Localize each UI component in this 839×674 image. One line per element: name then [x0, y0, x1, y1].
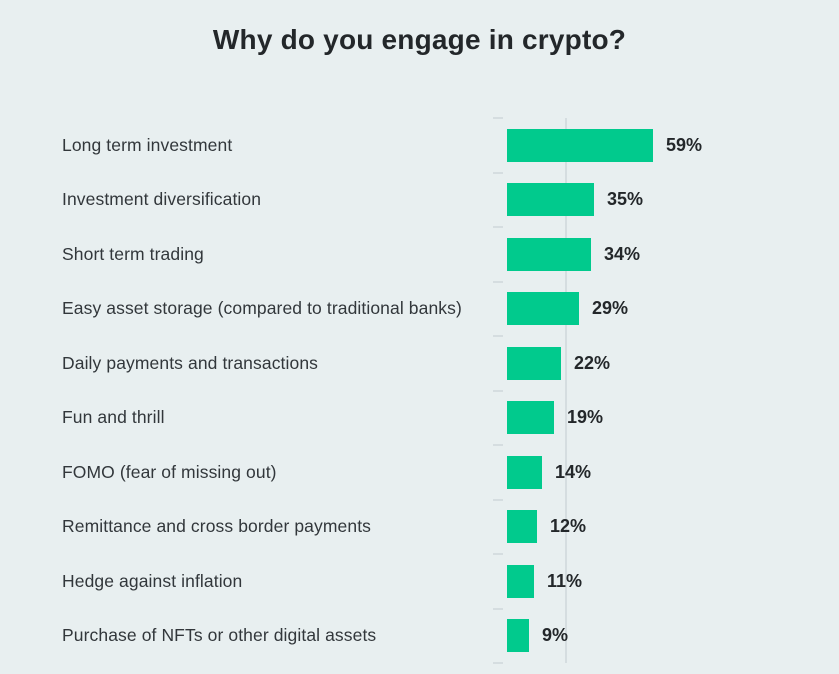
value-label: 14% [555, 461, 592, 482]
value-label: 12% [550, 516, 587, 537]
chart-row: Fun and thrill 19% [0, 389, 839, 446]
chart-row: Daily payments and transactions 22% [0, 335, 839, 391]
bar [507, 346, 561, 380]
chart-row: Long term investment 59% [0, 117, 839, 173]
value-label: 35% [607, 189, 644, 210]
chart-row: Purchase of NFTs or other digital assets… [0, 607, 839, 664]
bar-cell: 14% [493, 444, 839, 500]
bar [507, 292, 579, 326]
category-label: Remittance and cross border payments [62, 516, 372, 537]
bar-cell: 35% [493, 171, 839, 228]
chart-row: Investment diversification 35% [0, 171, 839, 228]
bar [507, 401, 554, 435]
bar [507, 183, 594, 217]
chart-row: Short term trading 34% [0, 226, 839, 282]
bar [507, 128, 653, 162]
category-label: Hedge against inflation [62, 570, 243, 591]
bar-cell: 9% [493, 607, 839, 664]
value-label: 19% [567, 407, 604, 428]
value-label: 34% [604, 243, 641, 264]
bar-cell: 22% [493, 335, 839, 391]
value-label: 9% [542, 625, 569, 646]
bar-cell: 19% [493, 389, 839, 446]
category-label: Purchase of NFTs or other digital assets [62, 625, 377, 646]
bar-cell: 11% [493, 553, 839, 609]
category-label: Easy asset storage (compared to traditio… [62, 298, 462, 319]
chart-row: FOMO (fear of missing out) 14% [0, 444, 839, 500]
bar-chart: Long term investment 59% Investment dive… [0, 117, 839, 664]
bar [507, 237, 591, 271]
bar-cell: 59% [493, 117, 839, 173]
value-label: 59% [666, 134, 703, 155]
bar [507, 619, 529, 653]
bar-cell: 34% [493, 226, 839, 282]
bar [507, 510, 537, 544]
category-label: FOMO (fear of missing out) [62, 461, 277, 482]
value-label: 29% [592, 298, 629, 319]
category-label: Long term investment [62, 134, 233, 155]
value-label: 22% [574, 352, 611, 373]
category-label: Fun and thrill [62, 407, 165, 428]
category-label: Investment diversification [62, 189, 262, 210]
bar [507, 564, 534, 598]
value-label: 11% [547, 570, 583, 591]
chart-row: Hedge against inflation 11% [0, 553, 839, 609]
category-label: Daily payments and transactions [62, 352, 319, 373]
chart-title: Why do you engage in crypto? [212, 24, 627, 55]
bar-cell: 12% [493, 498, 839, 555]
chart-row: Easy asset storage (compared to traditio… [0, 280, 839, 337]
bar [507, 455, 542, 489]
y-axis-line [565, 118, 567, 663]
category-label: Short term trading [62, 243, 204, 264]
bar-cell: 29% [493, 280, 839, 337]
chart-row: Remittance and cross border payments 12% [0, 498, 839, 555]
